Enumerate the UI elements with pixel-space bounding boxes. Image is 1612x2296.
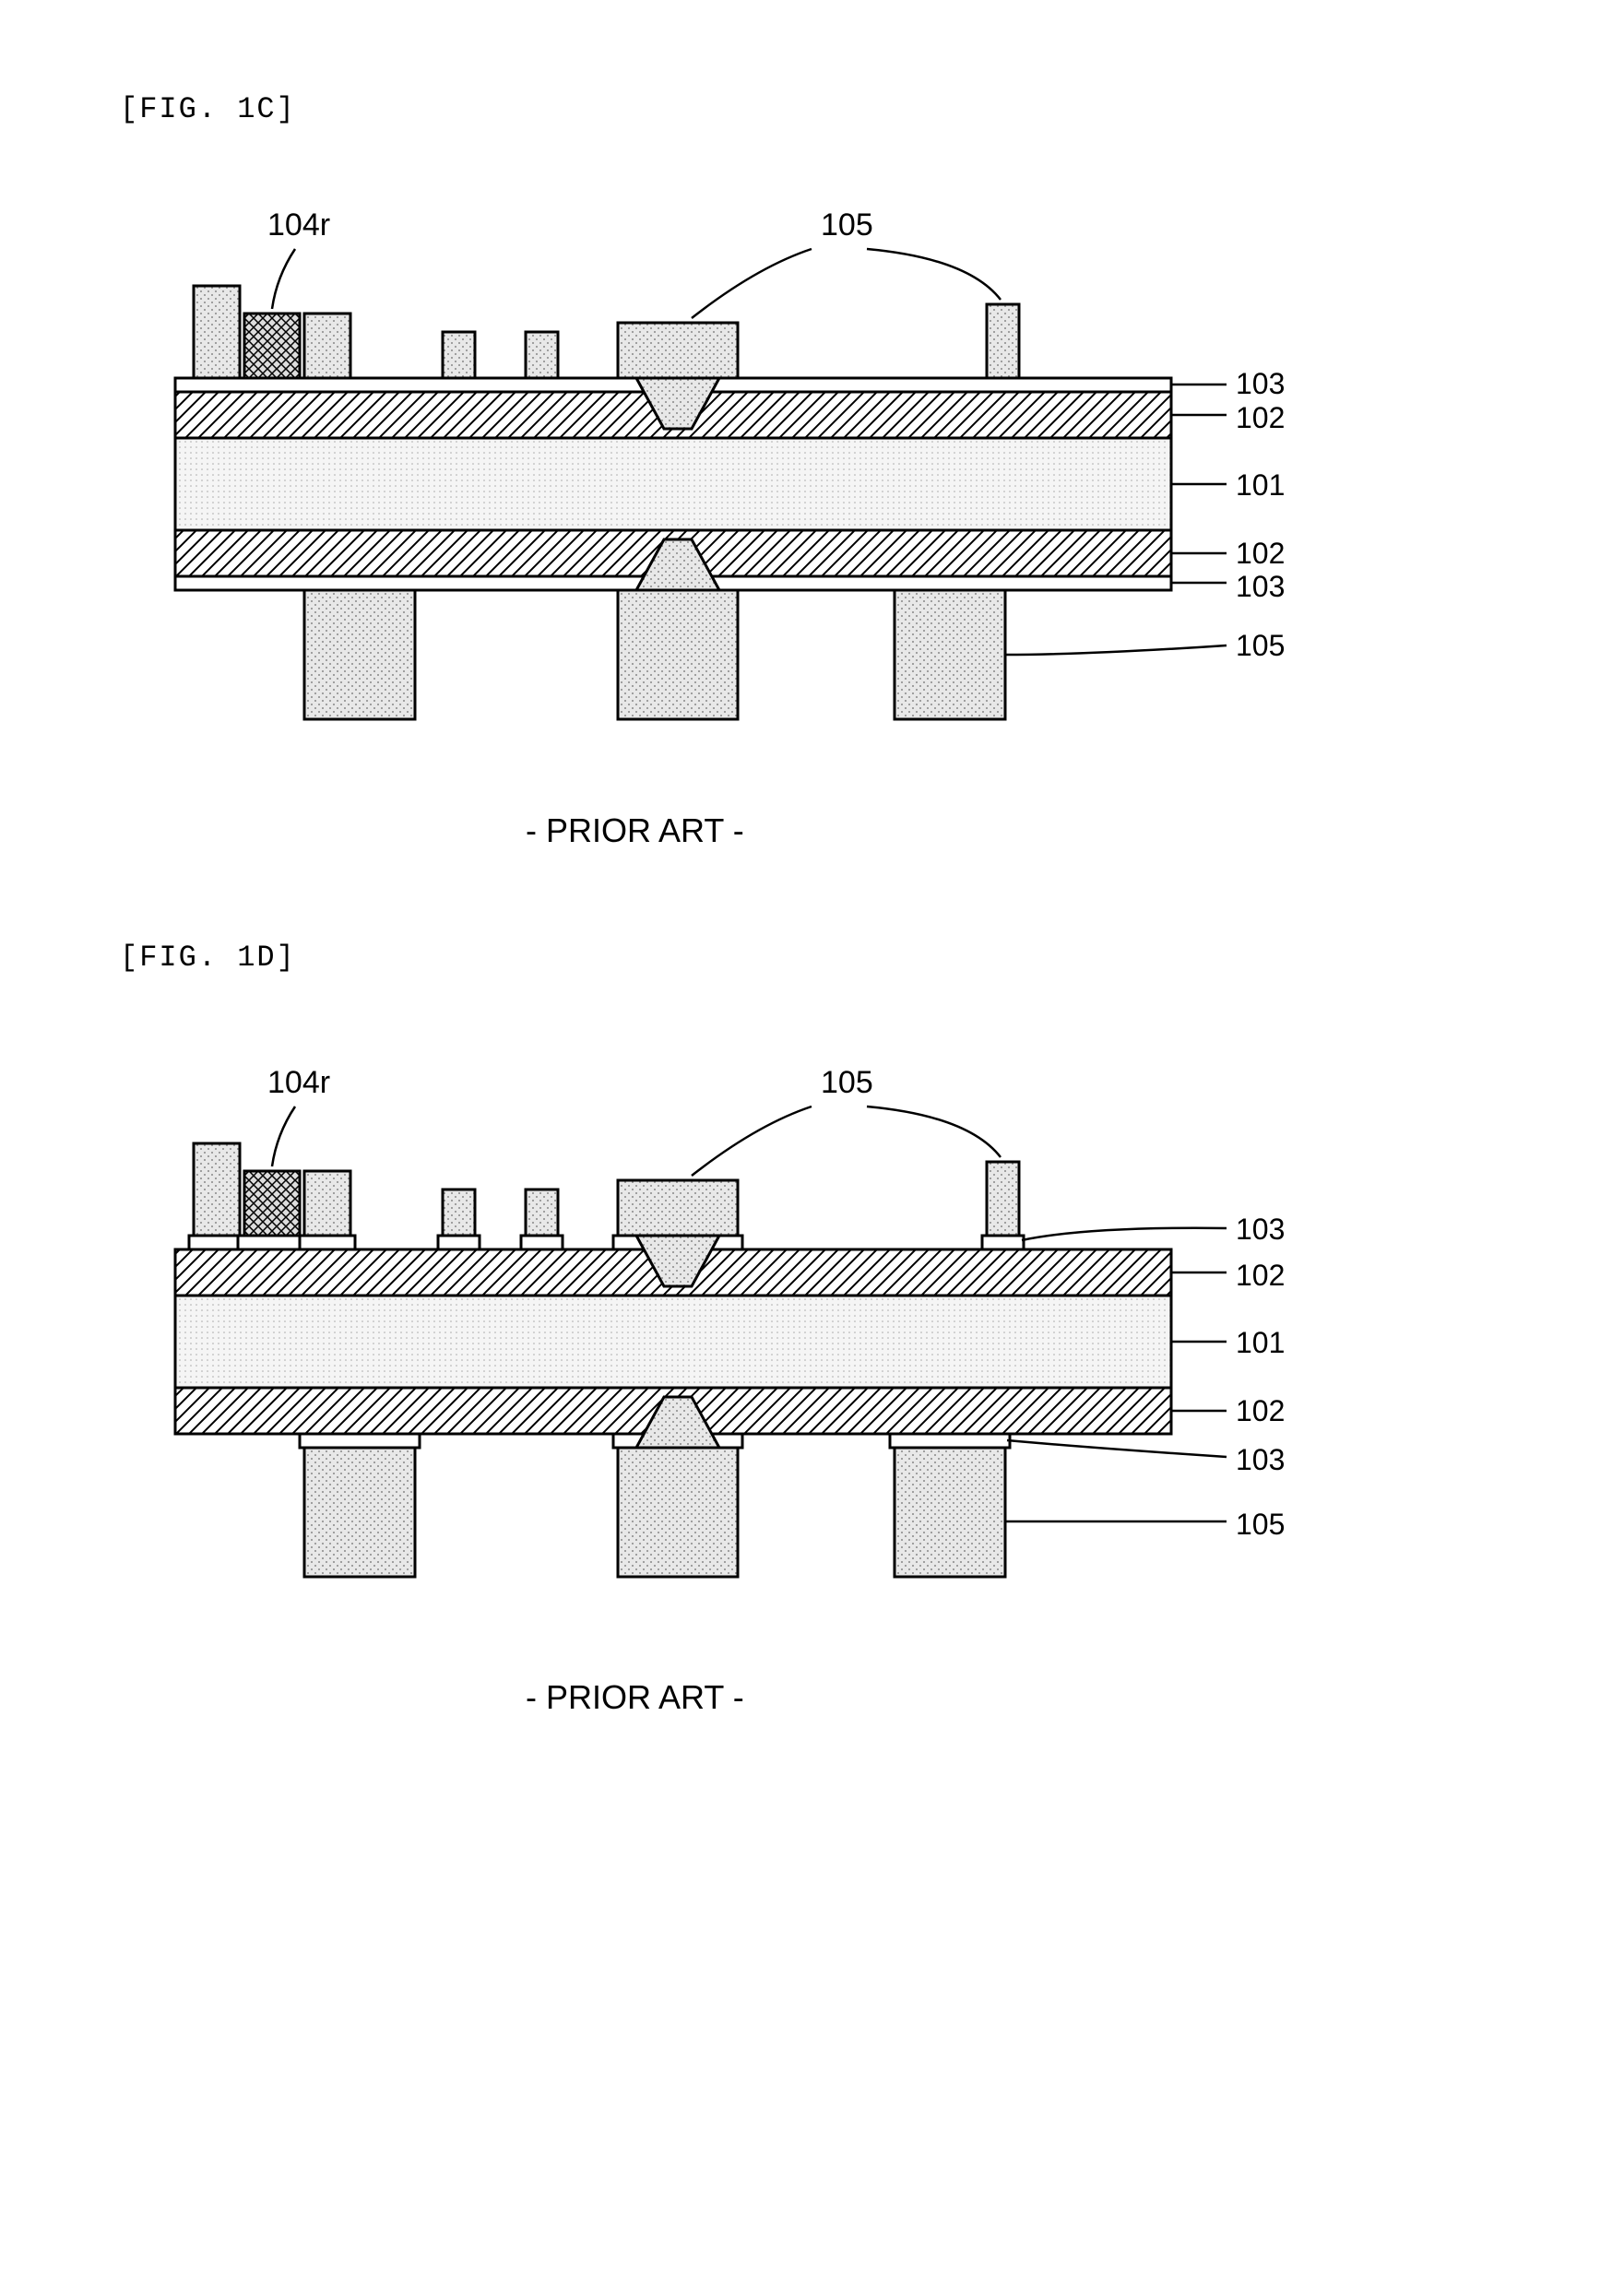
leader-105-top-a <box>692 249 812 318</box>
ref-105-top-d: 105 <box>821 1065 873 1101</box>
layer-103-seg <box>982 1236 1024 1249</box>
ref-102-top-d: 102 <box>1236 1259 1285 1293</box>
leader-105-bot <box>1005 645 1227 655</box>
pillar-105-top <box>618 323 738 378</box>
pillar-105-top <box>987 304 1019 378</box>
leader-105-top-b <box>867 249 1001 300</box>
leader-103-top <box>1022 1228 1227 1240</box>
ref-103-bot: 103 <box>1236 570 1285 604</box>
layer-103-seg <box>189 1236 244 1249</box>
block-104r <box>244 1171 300 1236</box>
pillar-105-bottom <box>895 590 1005 719</box>
leader-103-bot <box>1007 1440 1227 1457</box>
fig1c-caption: - PRIOR ART - <box>526 811 744 850</box>
ref-101-d: 101 <box>1236 1326 1285 1360</box>
fig1d-label: [FIG. 1D] <box>120 941 296 975</box>
leader-104r <box>272 249 295 309</box>
pillar-105-top <box>526 332 558 378</box>
layer-103-seg <box>521 1236 563 1249</box>
ref-102-top: 102 <box>1236 401 1285 435</box>
pillar-105-top <box>194 1143 240 1236</box>
pillar-105-top <box>443 332 475 378</box>
ref-101: 101 <box>1236 468 1285 503</box>
pillar-105-top <box>526 1189 558 1236</box>
pillar-105-top <box>304 1171 350 1236</box>
leader-104r <box>272 1107 295 1166</box>
fig1c-label: [FIG. 1C] <box>120 92 296 126</box>
layer-103-seg <box>300 1236 355 1249</box>
pillar-105-bottom <box>304 590 415 719</box>
ref-105-bot-d: 105 <box>1236 1508 1285 1542</box>
pillar-105-bottom <box>895 1448 1005 1577</box>
ref-102-bot-d: 102 <box>1236 1394 1285 1428</box>
pillar-105-top <box>618 1180 738 1236</box>
leader-105-top-a <box>692 1107 812 1176</box>
ref-103-top: 103 <box>1236 367 1285 401</box>
layer-101 <box>175 438 1171 530</box>
ref-103-top-d: 103 <box>1236 1213 1285 1247</box>
fig1d-caption: - PRIOR ART - <box>526 1678 744 1717</box>
ref-103-bot-d: 103 <box>1236 1443 1285 1477</box>
pillar-105-top <box>304 314 350 378</box>
ref-102-bot: 102 <box>1236 537 1285 571</box>
layer-103-seg <box>438 1236 480 1249</box>
pillar-105-bottom <box>304 1448 415 1577</box>
leader-105-top-b <box>867 1107 1001 1157</box>
pillar-105-top <box>443 1189 475 1236</box>
pillar-105-bottom <box>618 590 738 719</box>
layer-103-seg <box>238 1236 304 1249</box>
pillar-105-top <box>194 286 240 378</box>
ref-105-top: 105 <box>821 207 873 243</box>
layer-103-seg-bot <box>890 1434 1010 1448</box>
layer-101 <box>175 1296 1171 1388</box>
ref-104r: 104r <box>267 207 330 243</box>
layer-103-seg-bot <box>300 1434 420 1448</box>
block-104r <box>244 314 300 378</box>
ref-104r-d: 104r <box>267 1065 330 1101</box>
pillar-105-top <box>987 1162 1019 1236</box>
pillar-105-bottom <box>618 1448 738 1577</box>
ref-105-bot: 105 <box>1236 629 1285 663</box>
